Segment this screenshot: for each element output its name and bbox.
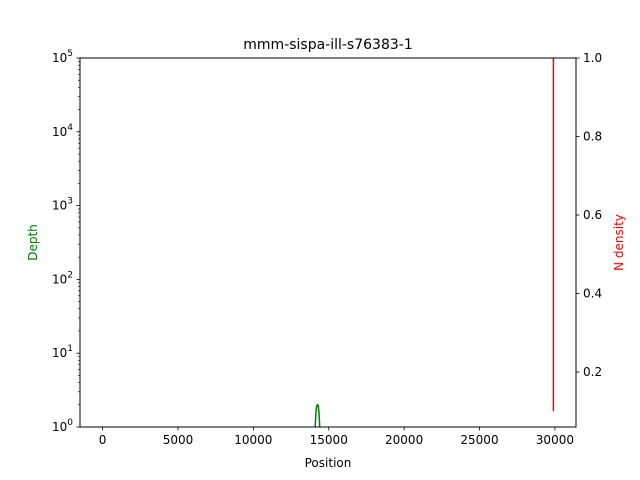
x-tick-label: 15000 [310,433,348,447]
x-tick-label: 30000 [536,433,574,447]
x-tick-label: 0 [99,433,107,447]
y2-tick-label: 1.0 [583,51,602,65]
axis-layer: 0 5000 10000 15000 20000 25000 30000 100 101 102 1… [52,49,602,447]
y2-tick-label: 0.4 [583,287,602,301]
y2-axis-title: N density [612,214,626,271]
y2-tick-label: 0.8 [583,130,602,144]
series-line-depth [314,403,321,428]
x-tick-label: 10000 [234,433,272,447]
y-tick-label: 103 [52,197,73,213]
y-tick-label: 105 [52,49,73,65]
y2-tick-label: 0.6 [583,208,602,222]
y-tick-label: 101 [52,344,73,360]
x-tick-label: 20000 [385,433,423,447]
x-tick-label: 5000 [163,433,194,447]
y2-tick-label: 0.2 [583,365,602,379]
y-tick-label: 100 [52,418,73,434]
y-tick-label: 104 [52,123,73,139]
series-layer [314,58,555,428]
plot-frame [79,57,577,428]
x-axis-title: Position [305,456,352,470]
x-tick-label: 25000 [460,433,498,447]
y-tick-label: 102 [52,270,73,286]
chart-title: mmm-sispa-ill-s76383-1 [243,37,412,53]
y-axis-title: Depth [26,224,40,261]
